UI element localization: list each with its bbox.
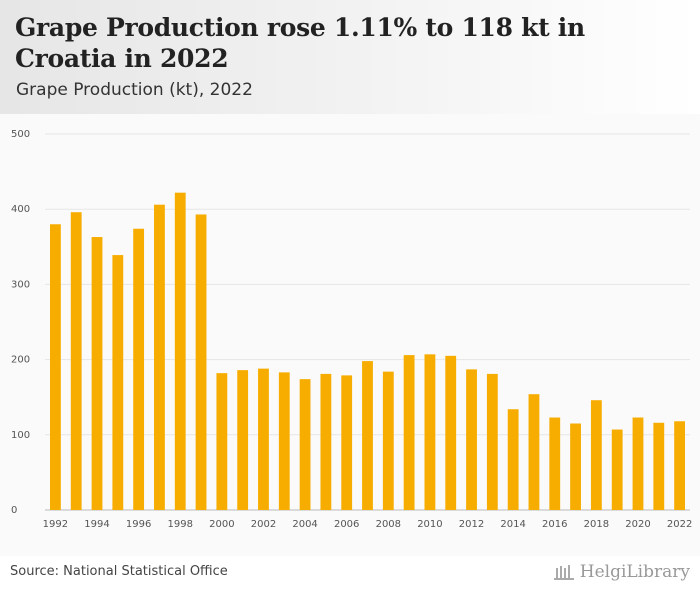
chart-area: 0 100 200 300 400 500 1992 1994 1996 1998 2000 2002… <box>0 114 700 556</box>
brand-logo[interactable]: HelgiLibrary <box>552 560 690 584</box>
x-tick-label: 2010 <box>417 519 442 530</box>
bar-1994[interactable] <box>91 237 103 511</box>
bar-2005[interactable] <box>320 373 332 510</box>
bar-2011[interactable] <box>445 355 457 510</box>
bar-1997[interactable] <box>154 204 165 511</box>
x-tick-label: 1994 <box>84 519 109 530</box>
brand-name: HelgiLibrary <box>579 562 690 582</box>
bar-2015[interactable] <box>528 394 540 510</box>
bar-1999[interactable] <box>195 214 207 510</box>
y-tick-label: 0 <box>11 505 17 516</box>
footer: Source: National Statistical Office Helg… <box>0 556 700 596</box>
bar-2021[interactable] <box>653 422 665 510</box>
bar-1992[interactable] <box>49 224 61 510</box>
y-tick-label: 300 <box>11 279 30 290</box>
bar-chart: 0 100 200 300 400 500 1992 1994 1996 1998 2000 2002… <box>11 129 692 530</box>
x-tick-label: 2012 <box>459 519 484 530</box>
bar-2017[interactable] <box>570 423 581 510</box>
x-tick-label: 2020 <box>625 519 650 530</box>
bar-2018[interactable] <box>590 400 602 510</box>
bar-2004[interactable] <box>299 379 311 510</box>
bar-1993[interactable] <box>70 212 82 510</box>
x-tick-label: 2018 <box>584 519 609 530</box>
bar-2001[interactable] <box>237 370 249 510</box>
bar-1998[interactable] <box>174 192 186 510</box>
header: Grape Production rose 1.11% to 118 kt in… <box>0 0 700 114</box>
bar-2010[interactable] <box>424 354 436 510</box>
bar-2000[interactable] <box>216 373 228 510</box>
bar-2003[interactable] <box>278 372 290 510</box>
bar-2009[interactable] <box>403 355 415 510</box>
bar-2012[interactable] <box>466 369 477 510</box>
bar-1995[interactable] <box>112 255 124 510</box>
x-tick-label: 2006 <box>334 519 359 530</box>
library-icon <box>553 565 574 580</box>
x-tick-label: 1992 <box>43 519 68 530</box>
bar-2020[interactable] <box>632 417 644 510</box>
bar-2002[interactable] <box>258 368 269 510</box>
bar-2016[interactable] <box>549 417 561 510</box>
x-tick-label: 2022 <box>667 519 692 530</box>
bar-2007[interactable] <box>362 361 373 510</box>
bar-2013[interactable] <box>486 373 498 510</box>
bar-1996[interactable] <box>133 228 145 510</box>
bar-2008[interactable] <box>382 371 394 510</box>
chart-subtitle: Grape Production (kt), 2022 <box>16 80 253 100</box>
page-title: Grape Production rose 1.11% to 118 kt in… <box>15 13 585 73</box>
source-note: Source: National Statistical Office <box>10 564 228 579</box>
y-tick-label: 400 <box>11 204 30 215</box>
bar-2022[interactable] <box>674 421 686 510</box>
bar-2006[interactable] <box>341 375 353 510</box>
bar-2019[interactable] <box>611 429 623 510</box>
x-tick-label: 2002 <box>251 519 276 530</box>
x-tick-label: 2008 <box>376 519 401 530</box>
y-tick-label: 200 <box>11 355 30 366</box>
x-tick-label: 1996 <box>126 519 151 530</box>
bar-2014[interactable] <box>507 409 519 510</box>
x-tick-label: 2000 <box>209 519 234 530</box>
x-tick-label: 1998 <box>168 519 193 530</box>
x-tick-label: 2004 <box>292 519 317 530</box>
y-tick-label: 500 <box>11 129 30 140</box>
y-tick-label: 100 <box>11 430 30 441</box>
x-tick-label: 2016 <box>542 519 567 530</box>
x-tick-label: 2014 <box>500 519 525 530</box>
